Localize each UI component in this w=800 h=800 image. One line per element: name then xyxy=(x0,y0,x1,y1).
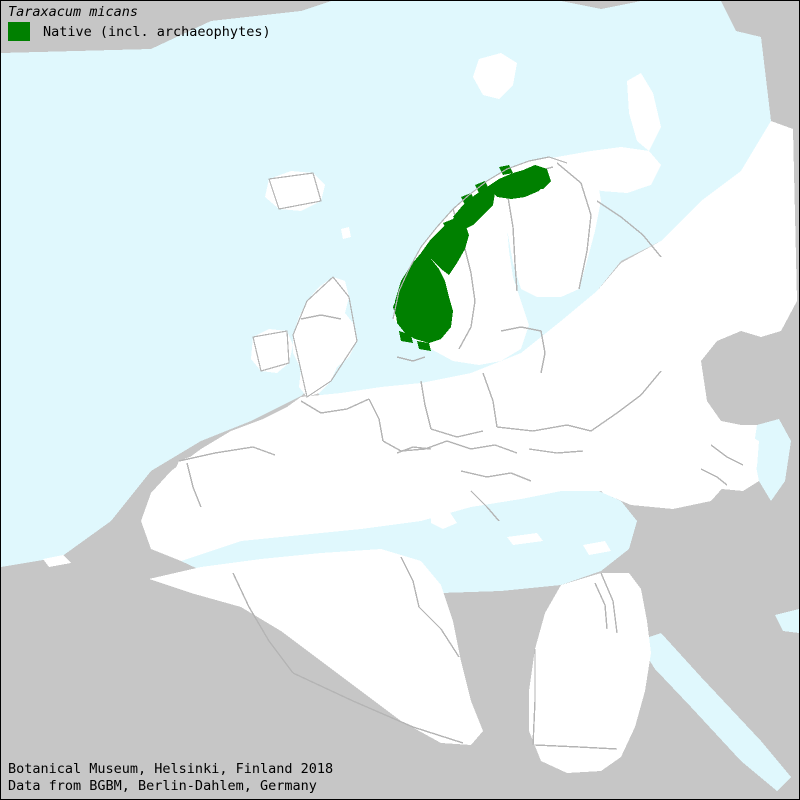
border-france-germany xyxy=(368,398,384,442)
sicily xyxy=(431,511,457,529)
maghreb xyxy=(149,549,483,745)
border-ukraine-russia xyxy=(590,370,662,432)
border-levant xyxy=(600,572,618,634)
iceland xyxy=(265,171,325,211)
sardinia xyxy=(391,483,407,509)
border-belarus-ukraine xyxy=(496,424,592,432)
atlantic-ocean xyxy=(1,1,736,567)
border-balkans-south xyxy=(460,470,532,482)
border-germany-poland xyxy=(420,380,432,430)
occurrence-patch-south-2 xyxy=(417,341,431,351)
occurrence-nordland-strip xyxy=(453,187,495,229)
coast-gb xyxy=(292,276,358,398)
occurrence-patch-coast-1 xyxy=(443,219,457,231)
svalbard xyxy=(473,53,517,99)
occurrence-southern-norway xyxy=(395,253,453,343)
border-romania-bulgaria xyxy=(528,448,584,454)
occurrence-patch-north-2 xyxy=(475,181,489,193)
border-turkey-east xyxy=(700,468,728,486)
covered-land-layer xyxy=(43,53,797,773)
egypt-levant xyxy=(529,573,651,773)
border-greece xyxy=(470,490,500,522)
occurrence-central-norway xyxy=(421,217,469,275)
occurrence-patch-coast-2 xyxy=(429,241,443,253)
border-denmark-germany xyxy=(396,356,426,362)
gulf-of-finland xyxy=(513,293,577,311)
occurrence-patch-coast-3 xyxy=(407,273,419,285)
border-algeria-libya xyxy=(418,606,460,658)
occurrence-finnmark-east xyxy=(521,165,551,189)
border-iberia-france xyxy=(178,446,276,462)
border-caucasus-states xyxy=(710,444,744,466)
border-algeria-south xyxy=(292,672,464,744)
coast-iceland xyxy=(268,172,322,210)
kola-peninsula xyxy=(557,147,661,193)
border-poland-czech xyxy=(430,428,484,438)
europe-mainland xyxy=(141,121,797,561)
border-finland-russia xyxy=(556,162,592,290)
ireland xyxy=(251,329,293,373)
novaya-zemlya xyxy=(627,73,661,151)
red-sea xyxy=(637,633,791,791)
north-sea-baltic-inlet xyxy=(301,31,771,397)
border-baltic-states xyxy=(500,326,546,374)
canary-like-islets xyxy=(43,555,71,567)
border-israel-jordan xyxy=(594,582,608,630)
persian-gulf xyxy=(775,609,799,633)
border-algeria-tunisia xyxy=(400,556,420,608)
occurrence-sw-coast-fringe xyxy=(393,285,409,319)
crete xyxy=(507,533,543,545)
coastline-layer xyxy=(252,156,568,398)
italy xyxy=(397,449,445,517)
border-italy-north xyxy=(396,446,432,454)
border-russia-baltic-north xyxy=(596,200,662,258)
border-morocco-algeria xyxy=(232,572,294,674)
border-egypt-libya xyxy=(532,649,536,746)
border-britain-scotland xyxy=(300,314,342,320)
border-alps xyxy=(382,440,448,452)
occurrence-layer xyxy=(393,165,551,351)
border-balkans-north xyxy=(446,440,518,454)
cyprus xyxy=(583,541,611,555)
border-france-benelux xyxy=(300,398,370,414)
border-portugal-spain xyxy=(186,462,202,508)
great-britain xyxy=(293,277,357,397)
occurrence-patch-south-1 xyxy=(399,331,413,343)
border-sweden-finland xyxy=(506,190,518,292)
border-egypt-sudan xyxy=(534,744,618,750)
anatolia xyxy=(591,455,727,509)
occurrence-patch-north-3 xyxy=(461,193,475,205)
caucasus xyxy=(703,431,759,477)
balearic-islands xyxy=(269,493,289,503)
caspian-sea xyxy=(753,419,791,501)
coast-ireland xyxy=(252,330,290,372)
faroe-islands xyxy=(341,227,351,239)
border-poland-belarus xyxy=(482,372,498,428)
coast-scandinavia xyxy=(392,156,568,320)
iberia xyxy=(171,445,277,509)
corsica xyxy=(393,463,405,483)
